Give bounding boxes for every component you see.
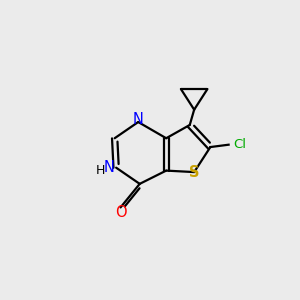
Text: N: N	[133, 112, 144, 127]
Text: S: S	[189, 165, 200, 180]
Text: O: O	[115, 205, 126, 220]
Text: H: H	[96, 164, 106, 176]
Text: N: N	[104, 160, 115, 175]
Text: Cl: Cl	[233, 138, 246, 151]
